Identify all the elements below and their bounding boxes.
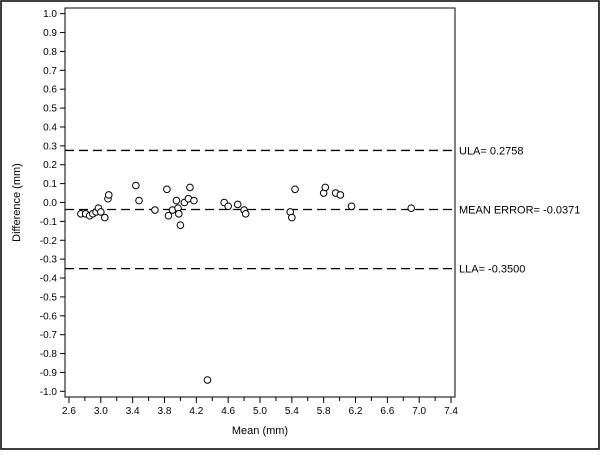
y-tick-label: -1.0 <box>40 387 58 398</box>
y-tick-label: 0.3 <box>43 141 57 152</box>
y-tick-label: -0.1 <box>40 217 58 228</box>
y-tick-label: -0.5 <box>40 292 58 303</box>
data-point <box>321 183 330 192</box>
data-point <box>291 185 299 194</box>
reference-line-label: LLA= -0.3500 <box>459 264 525 276</box>
x-tick-label: 7.0 <box>412 406 426 417</box>
y-axis-title: Difference (mm) <box>11 163 23 242</box>
data-point <box>104 191 113 199</box>
data-point <box>132 181 140 190</box>
y-tick-label: 0.7 <box>43 66 57 77</box>
x-tick-label: 3.0 <box>94 406 108 417</box>
y-tick-label: 0.5 <box>43 104 57 115</box>
x-axis: 2.6 3.0 3.4 3.8 4.2 4.6 5.0 5.4 5.8 6.2 6.6 7.0 7.4 <box>62 397 458 417</box>
reference-line-label: MEAN ERROR= -0.0371 <box>459 205 580 217</box>
y-tick-label: 1.0 <box>43 9 57 20</box>
y-tick-label: 0.8 <box>43 47 57 58</box>
y-tick-label: -0.2 <box>40 236 58 247</box>
y-tick-label: -0.6 <box>40 311 58 322</box>
data-point <box>203 376 212 384</box>
x-tick-label: 5.4 <box>285 406 299 417</box>
data-point <box>233 200 242 209</box>
data-point <box>164 211 173 220</box>
data-point <box>100 213 109 222</box>
x-axis-title: Mean (mm) <box>232 425 288 437</box>
data-point <box>288 213 296 222</box>
data-point <box>163 185 171 194</box>
data-point <box>175 210 183 218</box>
y-tick-label: -0.7 <box>40 330 58 341</box>
y-tick-label: 0.1 <box>43 179 57 190</box>
data-point <box>224 202 232 211</box>
y-tick-label: 0.0 <box>43 198 57 209</box>
y-tick-label: 0.4 <box>43 122 57 133</box>
reference-lines: ULA= 0.2758 MEAN ERROR= -0.0371 LLA= -0.35… <box>65 145 580 276</box>
x-tick-label: 6.6 <box>380 406 394 417</box>
x-tick-label: 6.2 <box>349 406 363 417</box>
data-point <box>172 196 181 205</box>
data-point <box>186 183 194 192</box>
data-point <box>151 206 159 214</box>
x-tick-label: 2.6 <box>62 406 76 417</box>
y-tick-label: 0.9 <box>43 28 57 39</box>
data-point <box>241 210 250 218</box>
y-tick-label: -0.3 <box>40 255 58 266</box>
data-point <box>407 204 416 212</box>
x-tick-label: 5.0 <box>253 406 267 417</box>
data-point <box>190 196 198 205</box>
x-tick-label: 3.8 <box>158 406 172 417</box>
reference-line-label: ULA= 0.2758 <box>459 145 524 157</box>
y-tick-label: -0.4 <box>40 274 58 285</box>
y-axis: 1.0 0.9 0.8 0.7 0.6 0.5 0.4 0.3 0.2 0.1 0.0 -0.1 -0.… <box>40 9 65 398</box>
y-tick-label: 0.2 <box>43 160 57 171</box>
data-point <box>336 191 345 199</box>
data-point <box>97 208 105 216</box>
x-tick-label: 4.6 <box>221 406 235 417</box>
data-point <box>135 196 143 205</box>
x-tick-label: 4.2 <box>189 406 203 417</box>
data-point <box>347 202 356 211</box>
x-tick-label: 3.4 <box>126 406 140 417</box>
y-tick-label: -0.8 <box>40 349 58 360</box>
x-tick-label: 5.8 <box>317 406 331 417</box>
y-tick-label: -0.9 <box>40 368 58 379</box>
x-tick-label: 7.4 <box>444 406 458 417</box>
data-points <box>77 181 416 384</box>
y-tick-label: 0.6 <box>43 85 57 96</box>
data-point <box>176 221 185 229</box>
